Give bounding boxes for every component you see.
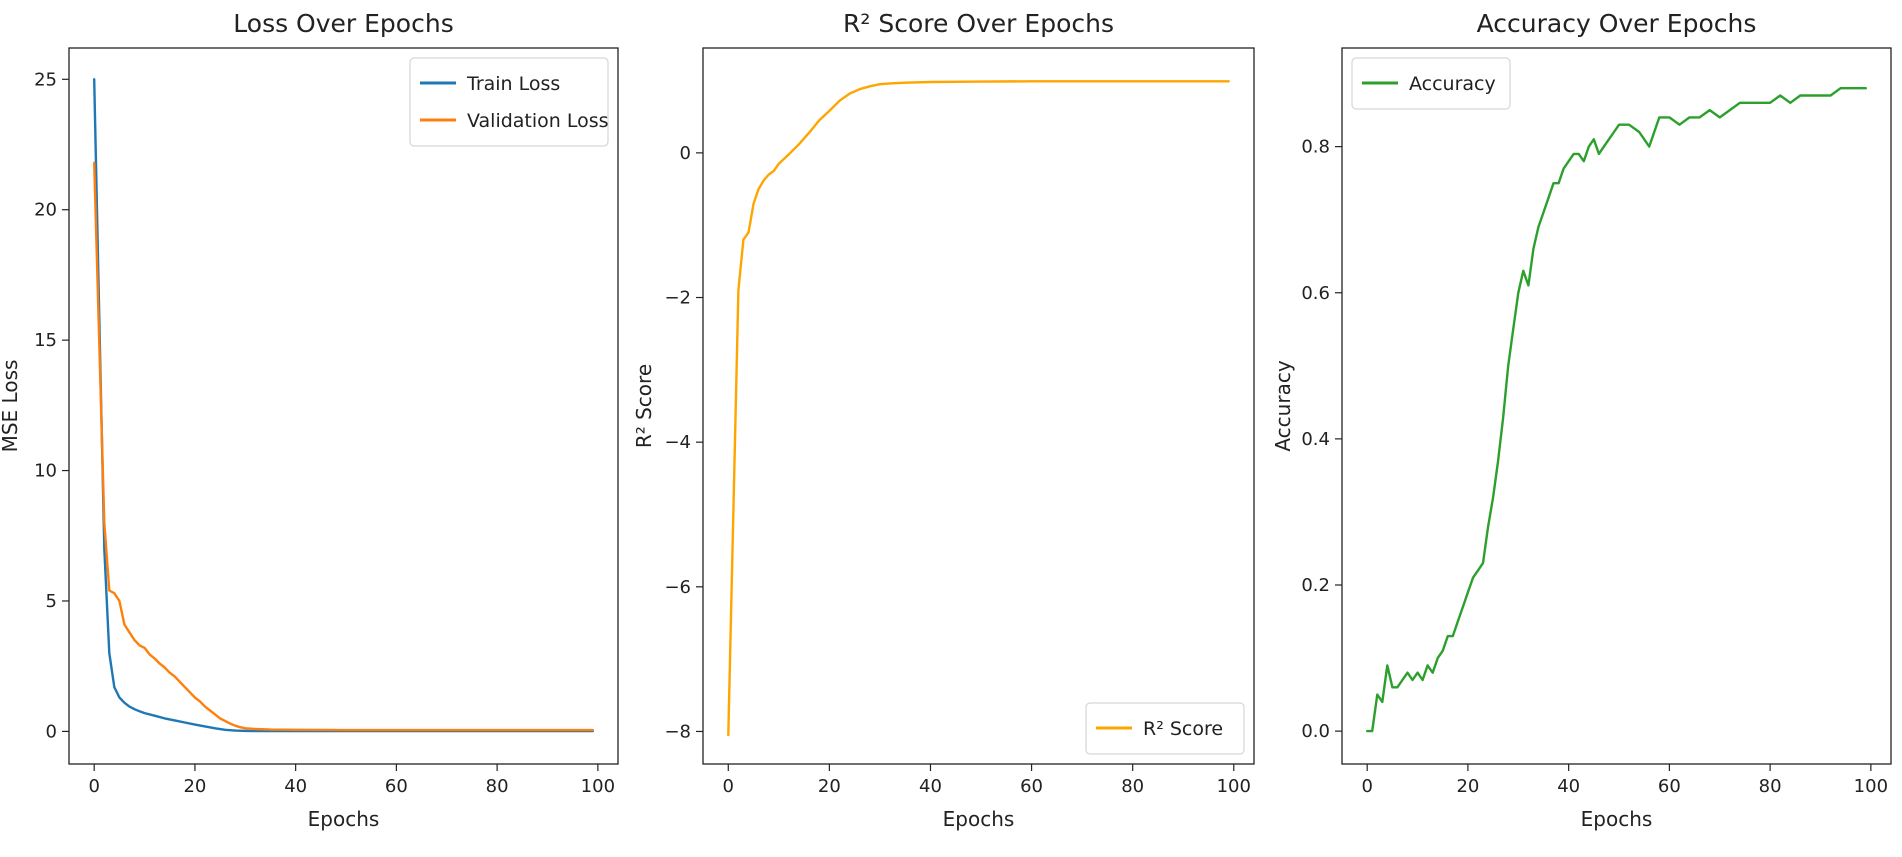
- x-tick-label: 100: [1854, 776, 1888, 797]
- y-tick-label: −6: [664, 577, 691, 598]
- x-tick-label: 40: [284, 776, 307, 797]
- x-axis-label: Epochs: [1581, 807, 1653, 831]
- x-tick-label: 60: [385, 776, 408, 797]
- chart-title: Accuracy Over Epochs: [1477, 9, 1757, 38]
- legend-box: [1351, 57, 1511, 110]
- x-tick-label: 20: [183, 776, 206, 797]
- legend: R² Score: [1085, 702, 1245, 755]
- x-axis-label: Epochs: [943, 807, 1015, 831]
- x-tick-label: 0: [88, 776, 99, 797]
- plot-frame: [702, 47, 1255, 765]
- y-tick-label: 0.2: [1301, 575, 1330, 596]
- chart-3: 0 20 40 60 80 100 0.0 0.2 0.4 0.6 0.8 Accuracy Over…: [1271, 9, 1892, 831]
- plot-frame: [1341, 47, 1892, 765]
- series-group: [92, 78, 594, 733]
- legend-box: [409, 57, 609, 147]
- y-axis-label: Accuracy: [1271, 360, 1295, 451]
- y-tick-label: 5: [46, 591, 57, 612]
- x-tick-label: 20: [818, 776, 841, 797]
- y-tick-label: −8: [664, 721, 691, 742]
- series-group: [1365, 86, 1868, 733]
- series-line-1: [1365, 86, 1868, 733]
- y-tick-label: 0: [46, 721, 57, 742]
- y-tick-label: 0.8: [1301, 137, 1330, 158]
- x-axis-label: Epochs: [308, 807, 380, 831]
- series-line-2: [92, 161, 594, 732]
- legend-label: Train Loss: [466, 73, 560, 95]
- series-group: [727, 80, 1230, 737]
- legend-label: Validation Loss: [467, 110, 609, 132]
- series-line-1: [92, 78, 594, 733]
- x-tick-label: 80: [486, 776, 509, 797]
- plot-frame: [68, 47, 619, 765]
- chart-1: 0 20 40 60 80 100 0 5 10 15 20 25 Loss Over Epochs Ep…: [0, 9, 619, 831]
- x-tick-label: 60: [1020, 776, 1043, 797]
- y-tick-label: 15: [34, 330, 57, 351]
- y-tick-label: 0: [680, 143, 691, 164]
- series-line-1: [727, 80, 1230, 737]
- x-tick-label: 0: [1361, 776, 1372, 797]
- legend-label: Accuracy: [1409, 73, 1496, 95]
- y-tick-label: −2: [664, 288, 691, 309]
- y-tick-label: 0.0: [1301, 721, 1330, 742]
- x-tick-label: 100: [581, 776, 615, 797]
- y-tick-label: 20: [34, 200, 57, 221]
- y-tick-label: 0.4: [1301, 429, 1330, 450]
- legend: Accuracy: [1351, 57, 1511, 110]
- y-tick-label: −4: [664, 432, 691, 453]
- y-tick-label: 0.6: [1301, 283, 1330, 304]
- y-axis-label: MSE Loss: [0, 360, 22, 453]
- legend-label: R² Score: [1143, 718, 1223, 740]
- y-tick-label: 10: [34, 461, 57, 482]
- chart-2: 0 20 40 60 80 100 0 −2 −4 −6 −8 R² Score Over Epoch…: [632, 9, 1255, 831]
- legend: Train Loss Validation Loss: [409, 57, 609, 147]
- y-axis-label: R² Score: [632, 364, 656, 448]
- x-tick-label: 0: [723, 776, 734, 797]
- x-tick-label: 80: [1121, 776, 1144, 797]
- chart-title: Loss Over Epochs: [233, 9, 453, 38]
- chart-title: R² Score Over Epochs: [843, 9, 1114, 38]
- x-tick-label: 80: [1759, 776, 1782, 797]
- legend-box: [1085, 702, 1245, 755]
- x-tick-label: 20: [1456, 776, 1479, 797]
- x-tick-label: 40: [919, 776, 942, 797]
- x-tick-label: 60: [1658, 776, 1681, 797]
- x-tick-label: 40: [1557, 776, 1580, 797]
- y-tick-label: 25: [34, 69, 57, 90]
- x-tick-label: 100: [1217, 776, 1251, 797]
